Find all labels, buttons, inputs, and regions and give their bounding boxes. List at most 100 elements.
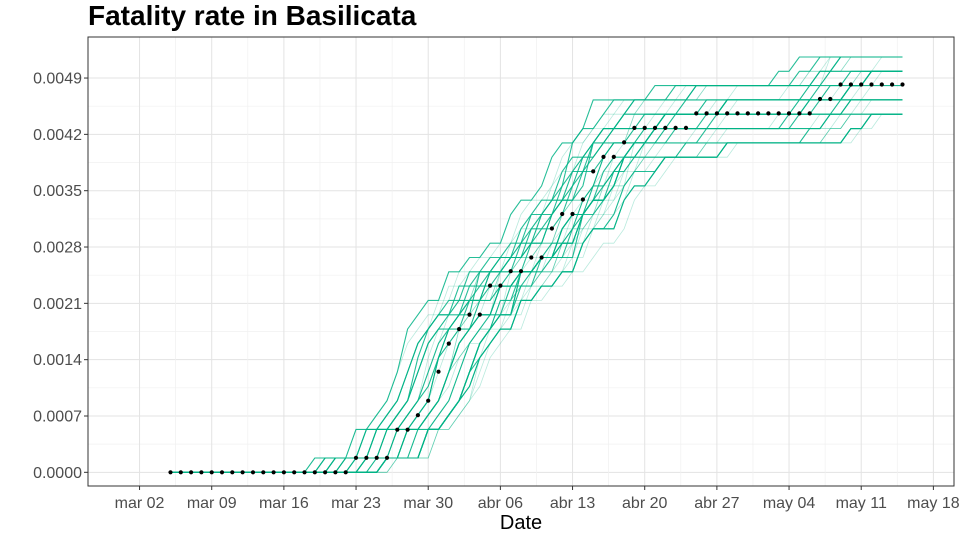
observed-point <box>292 470 297 475</box>
observed-point <box>323 470 328 475</box>
y-tick-label: 0.0049 <box>33 71 82 88</box>
y-tick-label: 0.0042 <box>33 127 82 144</box>
observed-point <box>622 140 627 145</box>
observed-point <box>797 111 802 116</box>
observed-point <box>199 470 204 475</box>
x-axis-label: Date <box>500 512 542 534</box>
observed-point <box>261 470 266 475</box>
y-tick-label: 0.0035 <box>33 183 82 200</box>
observed-point <box>539 255 544 260</box>
observed-point <box>714 111 720 116</box>
x-tick-label: may 18 <box>907 495 960 512</box>
x-axis: mar 02 mar 09 mar 16 mar 23 mar 30 abr 06 abr … <box>115 486 960 512</box>
observed-point <box>209 470 214 475</box>
observed-point <box>817 96 823 102</box>
observed-point <box>776 111 781 116</box>
observed-point <box>632 125 637 130</box>
observed-point <box>219 470 225 475</box>
observed-point <box>735 111 740 116</box>
observed-point <box>900 82 905 87</box>
observed-point <box>848 82 854 87</box>
observed-point <box>426 398 431 403</box>
observed-point <box>756 111 761 116</box>
observed-point <box>704 111 709 116</box>
y-tick-label: 0.0021 <box>33 296 82 313</box>
observed-point <box>271 470 276 475</box>
observed-point <box>745 111 750 116</box>
observed-point <box>642 125 647 130</box>
observed-point <box>838 82 843 87</box>
observed-point <box>807 111 812 116</box>
observed-point <box>529 255 534 260</box>
y-tick-label: 0.0007 <box>33 408 82 425</box>
observed-point <box>560 211 565 217</box>
observed-point <box>879 82 884 87</box>
observed-point <box>168 470 173 475</box>
observed-point <box>683 125 689 130</box>
observed-point <box>869 82 874 87</box>
observed-point <box>725 111 730 116</box>
observed-point <box>488 283 493 288</box>
observed-point <box>240 470 245 475</box>
y-tick-label: 0.0014 <box>33 352 82 369</box>
x-tick-label: may 11 <box>836 495 887 512</box>
observed-point <box>663 125 668 130</box>
x-tick-label: abr 06 <box>478 495 523 512</box>
observed-point <box>374 455 379 460</box>
observed-point <box>477 312 482 317</box>
observed-point <box>178 470 183 475</box>
chart-title: Fatality rate in Basilicata <box>88 0 417 31</box>
observed-point <box>384 455 390 460</box>
x-tick-label: abr 27 <box>694 495 739 512</box>
y-tick-label: 0.0000 <box>33 465 82 482</box>
observed-point <box>570 211 575 217</box>
observed-point <box>395 427 400 432</box>
observed-point <box>601 154 606 159</box>
observed-point <box>611 154 616 159</box>
x-tick-label: abr 13 <box>550 495 595 512</box>
observed-points <box>168 82 905 475</box>
observed-point <box>518 269 524 274</box>
observed-point <box>766 111 771 116</box>
plot-border <box>87 36 955 487</box>
x-tick-label: mar 16 <box>259 495 309 512</box>
observed-point <box>508 269 513 274</box>
plot-panel <box>88 37 954 486</box>
y-tick-label: 0.0028 <box>33 240 82 257</box>
observed-point <box>890 82 895 87</box>
observed-point <box>786 111 792 116</box>
observed-point <box>405 427 410 432</box>
grid-lines <box>88 37 954 486</box>
observed-point <box>312 470 317 475</box>
observed-point <box>250 470 256 475</box>
observed-point <box>436 369 441 374</box>
observed-point <box>652 125 658 130</box>
observed-point <box>353 455 359 460</box>
x-tick-label: mar 09 <box>187 495 237 512</box>
x-tick-label: mar 30 <box>403 495 453 512</box>
observed-point <box>446 341 451 346</box>
x-tick-label: mar 23 <box>331 495 381 512</box>
observed-point <box>859 82 864 87</box>
observed-point <box>333 470 338 475</box>
observed-point <box>828 96 833 102</box>
observed-point <box>549 226 555 231</box>
observed-point <box>343 470 348 475</box>
observed-point <box>673 125 678 130</box>
x-tick-label: abr 20 <box>622 495 667 512</box>
observed-point <box>230 470 235 475</box>
observed-point <box>591 169 596 174</box>
observed-point <box>281 470 286 475</box>
observed-point <box>189 470 194 475</box>
observed-point <box>415 413 420 418</box>
x-tick-label: may 04 <box>763 495 816 512</box>
observed-point <box>467 312 472 317</box>
observed-point <box>498 283 503 288</box>
observed-point <box>694 111 699 116</box>
observed-point <box>457 327 462 332</box>
x-tick-label: mar 02 <box>115 495 165 512</box>
y-axis: 0.0000 0.0007 0.0014 0.0021 0.0028 0.0035 0.00… <box>33 71 88 482</box>
observed-point <box>364 455 369 460</box>
observed-point <box>580 197 586 202</box>
